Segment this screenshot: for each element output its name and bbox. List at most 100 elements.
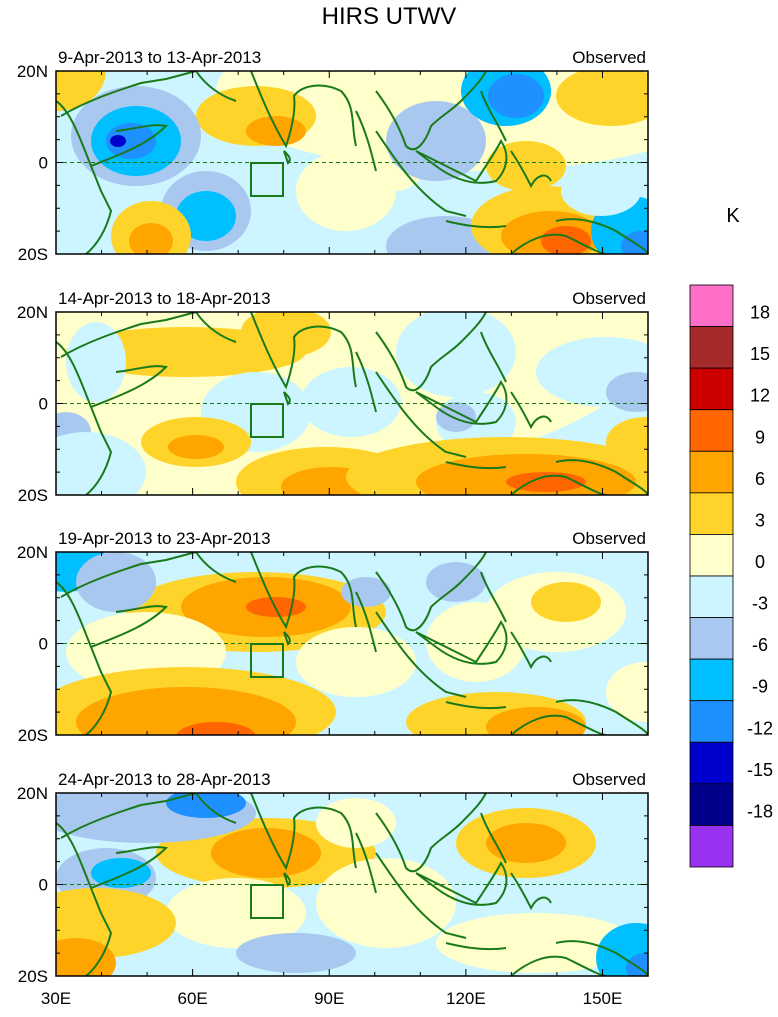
coastline: [56, 822, 113, 976]
coastline: [415, 620, 508, 665]
lat-label: 20N: [17, 784, 48, 803]
coastline: [415, 139, 508, 184]
lat-label: 20S: [18, 726, 48, 745]
anomaly-contour: [316, 858, 456, 948]
colorbar-label: -6: [752, 635, 768, 655]
colorbar-swatch: [689, 741, 734, 785]
colorbar-label: 18: [750, 303, 770, 323]
coastline: [56, 341, 113, 495]
coastline: [445, 701, 507, 710]
colorbar-swatch: [689, 492, 734, 535]
lon-label: 150E: [583, 989, 623, 1008]
anomaly-contour: [486, 823, 566, 863]
colorbar-swatch: [689, 617, 734, 660]
anomaly-contour: [296, 627, 416, 697]
coastline: [355, 110, 377, 172]
coastline: [375, 552, 487, 632]
colorbar-label: -3: [752, 594, 768, 614]
panel-date-range: 9-Apr-2013 to 13-Apr-2013: [58, 48, 261, 67]
colorbar-swatch: [689, 367, 734, 411]
colorbar-label: -15: [747, 760, 773, 780]
colorbar-swatch: [689, 284, 734, 327]
colorbar-label: -9: [752, 677, 768, 697]
coastline: [375, 793, 487, 873]
anomaly-contour: [56, 432, 146, 495]
coastline: [445, 461, 507, 470]
index-region-box: [250, 403, 284, 438]
anomaly-contour: [91, 858, 151, 888]
coastline: [375, 611, 467, 698]
map-panel: 24-Apr-2013 to 28-Apr-2013 Observed 20N 0 20…: [17, 770, 649, 986]
panel-date-range: 24-Apr-2013 to 28-Apr-2013: [58, 770, 271, 789]
panel-observed-tag: Observed: [572, 770, 646, 789]
coastline: [195, 312, 237, 343]
index-region-box: [250, 884, 284, 919]
coastline: [250, 312, 357, 390]
anomaly-contour: [486, 707, 586, 735]
panel-observed-tag: Observed: [572, 48, 646, 67]
coastline: [250, 793, 357, 871]
coastline: [355, 351, 377, 413]
coastline: [510, 955, 607, 976]
coastline: [90, 605, 169, 648]
coastline: [510, 233, 607, 254]
coastline: [375, 71, 487, 151]
coastline: [375, 312, 487, 392]
lon-label: 90E: [314, 989, 344, 1008]
coastline: [250, 552, 357, 630]
anomaly-contour: [56, 938, 116, 976]
anomaly-contour: [488, 74, 544, 118]
lon-label: 120E: [446, 989, 486, 1008]
anomaly-contour: [106, 123, 156, 159]
anomaly-contour: [606, 662, 648, 722]
colorbar-label: 6: [755, 469, 765, 489]
colorbar-label: 9: [755, 427, 765, 447]
lat-label: 0: [39, 635, 48, 654]
colorbar-swatch: [689, 326, 734, 369]
coastline: [195, 71, 237, 102]
colorbar-label: 3: [755, 510, 765, 530]
colorbar-swatch: [689, 575, 734, 618]
index-region-box: [250, 643, 284, 678]
figure-title: HIRS UTWV: [322, 3, 457, 30]
coastline: [60, 793, 197, 839]
anomaly-contour: [241, 312, 331, 357]
colorbar-label: 0: [755, 552, 765, 572]
map-panel: 14-Apr-2013 to 18-Apr-2013 Observed 20N 0 20…: [17, 289, 649, 505]
colorbar-swatch: [689, 409, 734, 452]
lat-label: 20N: [17, 543, 48, 562]
panels: 9-Apr-2013 to 13-Apr-2013 Observed 20N 0 20S…: [17, 48, 649, 1008]
coastline: [555, 699, 648, 735]
anomaly-contour: [66, 322, 126, 402]
coastline: [555, 459, 648, 495]
panel-observed-tag: Observed: [572, 289, 646, 308]
colorbar-label: 15: [750, 344, 770, 364]
coastline: [375, 371, 467, 458]
coastline: [480, 571, 507, 623]
coastline: [195, 793, 237, 824]
anomaly-contour: [386, 101, 486, 181]
coastline: [90, 124, 169, 167]
panel-date-range: 19-Apr-2013 to 23-Apr-2013: [58, 529, 271, 548]
coastline: [355, 832, 377, 894]
panel-observed-tag: Observed: [572, 529, 646, 548]
anomaly-contour: [436, 913, 636, 973]
anomaly-contour: [76, 687, 296, 735]
coastline: [195, 552, 237, 583]
anomaly-contour: [396, 312, 516, 397]
coastline: [480, 90, 507, 142]
anomaly-contour: [236, 933, 356, 973]
coastline: [60, 312, 197, 358]
lat-label: 20S: [18, 486, 48, 505]
coastline: [90, 846, 169, 889]
map-panel: 19-Apr-2013 to 23-Apr-2013 Observed 20N 0 20…: [17, 529, 649, 745]
coastline: [60, 71, 197, 117]
lat-label: 20N: [17, 62, 48, 81]
anomaly-contour: [56, 71, 106, 111]
anomaly-contour: [436, 402, 476, 432]
coastline: [480, 331, 507, 383]
anomaly-contour: [110, 135, 126, 147]
coastline: [415, 861, 508, 906]
anomaly-contour: [76, 552, 156, 612]
coastline: [415, 380, 508, 425]
